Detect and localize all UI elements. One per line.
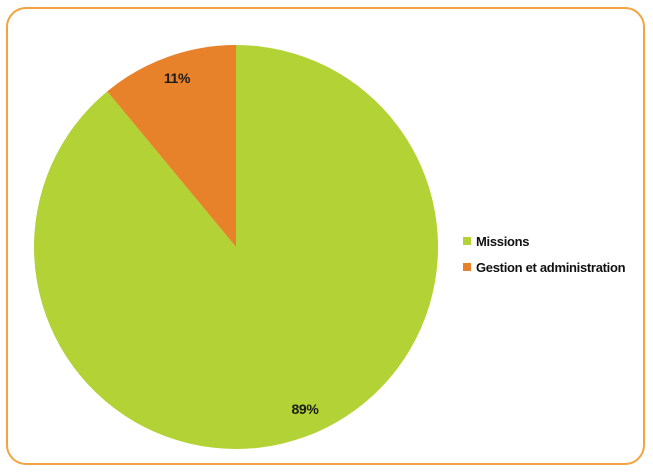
legend-item-missions: Missions	[463, 228, 625, 254]
slice-label-missions: 89%	[291, 401, 319, 417]
legend-swatch-gestion	[463, 263, 471, 271]
pie-slices	[33, 45, 439, 450]
slice-label-gestion: 11%	[164, 70, 191, 86]
legend-label-missions: Missions	[476, 233, 530, 249]
pie-slice-missions	[33, 45, 439, 450]
legend-swatch-missions	[463, 237, 471, 245]
legend: Missions Gestion et administration	[463, 228, 626, 280]
legend-label-gestion: Gestion et administration	[476, 259, 626, 275]
legend-item-gestion: Gestion et administration	[463, 254, 626, 280]
pie-slice-gestion	[107, 45, 236, 247]
